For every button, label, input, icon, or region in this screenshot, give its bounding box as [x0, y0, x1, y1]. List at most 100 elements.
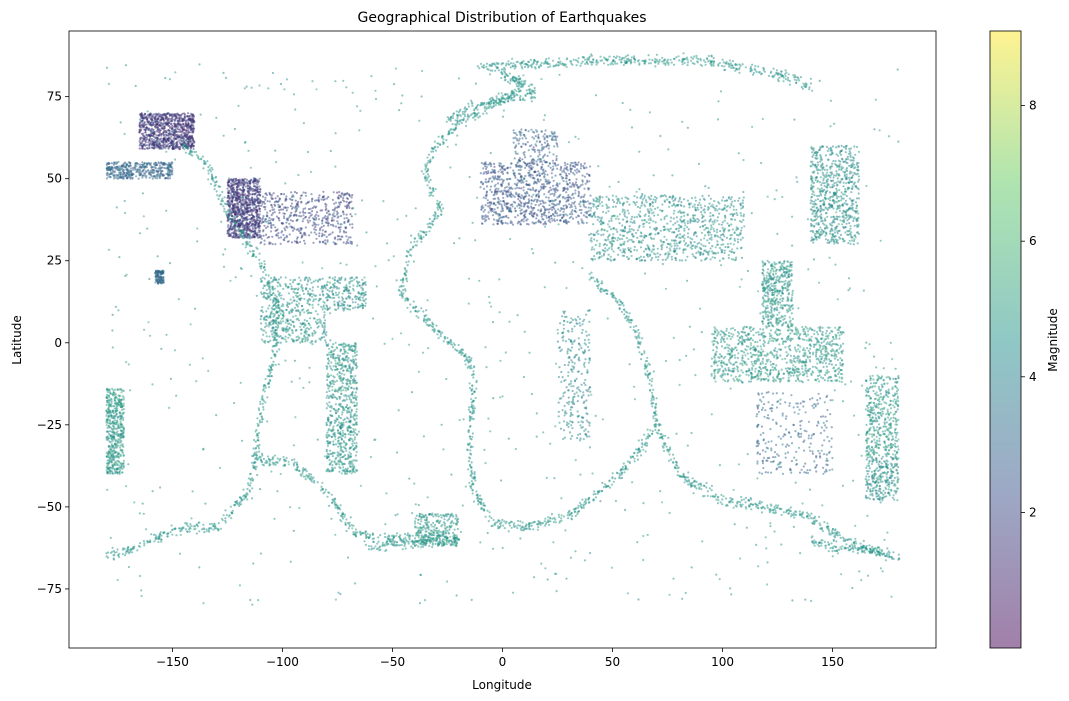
- data-point: [534, 203, 537, 206]
- data-point: [571, 192, 575, 195]
- data-point: [153, 146, 156, 149]
- data-point: [618, 200, 621, 203]
- data-point: [503, 189, 506, 192]
- data-point: [232, 190, 235, 193]
- data-point: [258, 193, 261, 196]
- data-point: [563, 161, 567, 164]
- data-point: [293, 190, 296, 194]
- data-point: [493, 162, 496, 165]
- data-point: [289, 219, 292, 222]
- data-point: [295, 191, 298, 195]
- data-point: [591, 257, 594, 260]
- data-point: [236, 212, 239, 215]
- data-point: [547, 196, 550, 199]
- data-point: [650, 237, 653, 240]
- data-point: [257, 229, 260, 232]
- data-point: [173, 113, 176, 116]
- data-point: [157, 121, 160, 124]
- data-point: [254, 211, 257, 214]
- data-point: [324, 239, 327, 242]
- data-point: [231, 236, 234, 239]
- data-point: [540, 166, 544, 169]
- data-point: [586, 200, 590, 203]
- data-point: [347, 202, 350, 205]
- data-point: [240, 189, 243, 192]
- data-point: [140, 173, 143, 176]
- data-point: [138, 131, 141, 134]
- data-point: [653, 214, 656, 217]
- data-point: [171, 124, 174, 127]
- data-point: [492, 223, 495, 226]
- data-point: [500, 165, 503, 168]
- data-point: [265, 215, 268, 218]
- data-point: [628, 225, 631, 228]
- data-point: [191, 142, 194, 145]
- data-point: [679, 236, 682, 239]
- data-point: [730, 196, 733, 199]
- data-point: [573, 200, 576, 203]
- data-point: [710, 236, 713, 239]
- data-point: [236, 214, 239, 218]
- data-point: [651, 205, 655, 208]
- data-point: [274, 226, 277, 229]
- data-point: [629, 247, 632, 250]
- data-point: [519, 168, 522, 171]
- data-point: [659, 239, 662, 242]
- data-point: [606, 205, 609, 208]
- data-point: [251, 222, 254, 225]
- data-point: [235, 205, 238, 208]
- data-point: [729, 198, 732, 201]
- data-point: [626, 240, 629, 243]
- data-point: [590, 237, 593, 240]
- data-point: [327, 210, 330, 213]
- data-point: [188, 117, 191, 120]
- data-point: [612, 205, 615, 208]
- data-point: [230, 188, 233, 191]
- data-point: [664, 195, 668, 198]
- data-point: [633, 220, 636, 223]
- data-point: [526, 218, 529, 221]
- data-point: [545, 182, 549, 185]
- data-point: [549, 193, 552, 196]
- data-point: [590, 240, 593, 243]
- data-point: [686, 226, 689, 229]
- data-point: [821, 171, 824, 174]
- data-point: [164, 143, 167, 146]
- data-point: [263, 224, 266, 227]
- data-point: [482, 196, 485, 199]
- data-point: [603, 229, 606, 232]
- data-point: [533, 170, 536, 173]
- data-point: [174, 147, 177, 150]
- data-point: [291, 206, 295, 209]
- data-point: [618, 222, 621, 225]
- data-point: [670, 255, 673, 258]
- data-point: [558, 203, 561, 206]
- data-point: [596, 218, 599, 221]
- data-point: [485, 181, 488, 184]
- data-point: [639, 246, 643, 249]
- data-point: [687, 235, 690, 239]
- data-point: [327, 195, 330, 199]
- data-point: [716, 228, 719, 231]
- data-point: [627, 212, 631, 215]
- data-point: [530, 202, 533, 205]
- data-point: [681, 235, 684, 238]
- data-point: [490, 165, 493, 168]
- data-point: [250, 217, 253, 220]
- data-point: [308, 216, 311, 219]
- data-point: [583, 167, 586, 170]
- data-point: [339, 228, 342, 231]
- data-point: [722, 230, 726, 233]
- data-point: [188, 115, 192, 118]
- data-point: [520, 175, 523, 178]
- data-point: [137, 177, 140, 180]
- data-point: [654, 233, 657, 236]
- data-point: [575, 178, 578, 181]
- data-point: [517, 195, 521, 198]
- data-point: [857, 178, 861, 181]
- data-point: [686, 222, 689, 225]
- data-point: [237, 208, 240, 211]
- data-point: [149, 173, 152, 176]
- data-point: [142, 164, 145, 167]
- data-point: [721, 226, 724, 229]
